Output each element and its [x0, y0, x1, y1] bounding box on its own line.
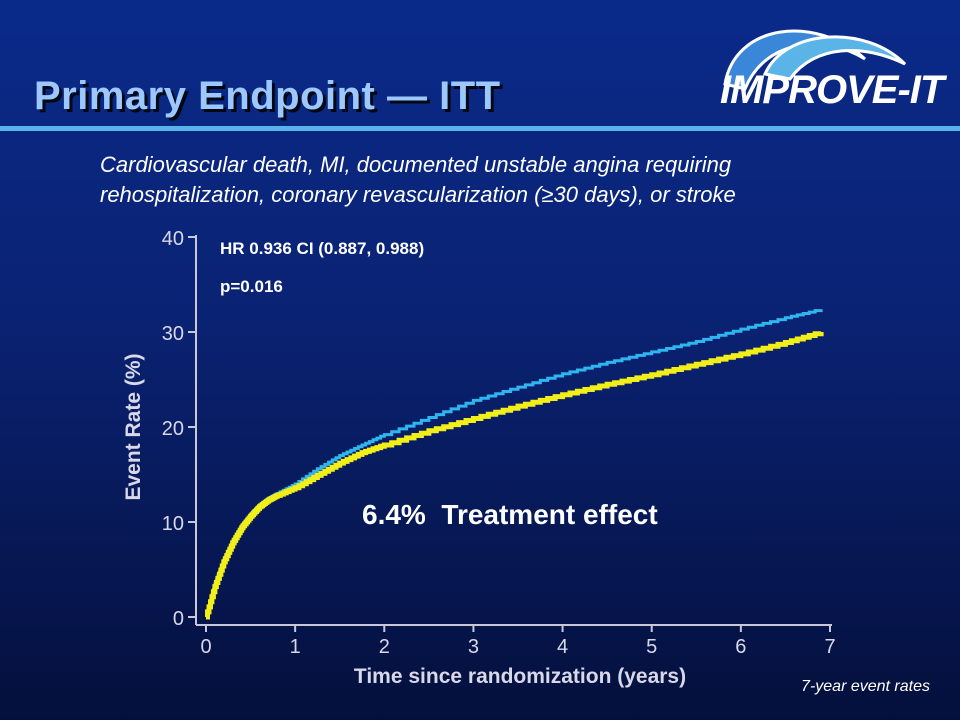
footnote: 7-year event rates — [801, 678, 930, 695]
logo-text: IMPROVE-IT — [720, 68, 944, 112]
p-value-annotation: p=0.016 — [220, 277, 283, 296]
x-tick-label: 6 — [735, 636, 746, 658]
x-tick-label: 3 — [468, 636, 479, 658]
y-tick-label: 10 — [162, 513, 184, 535]
slide-title: Primary Endpoint — ITT — [34, 74, 501, 118]
title-rule — [0, 126, 960, 131]
x-tick-label: 2 — [379, 636, 390, 658]
subtitle-line-2: rehospitalization, coronary revasculariz… — [100, 182, 736, 207]
y-tick-label: 0 — [173, 608, 184, 630]
x-tick-label: 0 — [200, 636, 211, 658]
x-tick-label: 5 — [646, 636, 657, 658]
chart-axes: 0 10 20 30 40 0 1 2 3 4 5 6 7 — [162, 228, 836, 658]
hr-annotation: HR 0.936 CI (0.887, 0.988) — [220, 239, 424, 258]
chart-series — [205, 309, 824, 620]
endpoint-description: Cardiovascular death, MI, documented uns… — [100, 150, 900, 210]
x-tick-label: 1 — [290, 636, 301, 658]
y-axis-label: Event Rate (%) — [122, 353, 145, 500]
x-tick-label: 7 — [824, 636, 835, 658]
x-axis-label: Time since randomization (years) — [354, 665, 686, 688]
swoosh-icon — [723, 29, 907, 91]
treatment-effect-annotation: 6.4% Treatment effect — [362, 499, 658, 530]
y-tick-label: 40 — [162, 228, 184, 250]
subtitle-line-1: Cardiovascular death, MI, documented uns… — [100, 152, 732, 177]
x-tick-label: 4 — [557, 636, 568, 658]
y-tick-label: 30 — [162, 323, 184, 345]
series-line-yellow — [205, 331, 824, 620]
y-tick-label: 20 — [162, 418, 184, 440]
